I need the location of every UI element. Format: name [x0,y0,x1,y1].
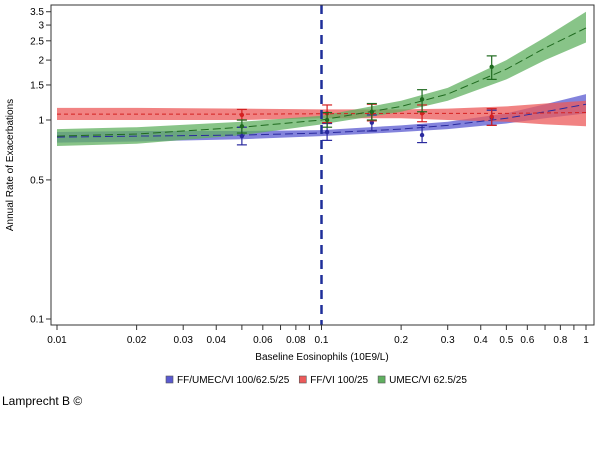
y-axis: 0.1 0.5 1 1.5 2 2.5 3 3.5 [30,7,51,326]
x-tick-label: 0.8 [553,335,567,346]
y-axis-label: Annual Rate of Exacerbations [5,99,16,231]
plot-frame [50,4,595,326]
point-series-2-4 [486,55,497,80]
y-tick-label: 3 [38,21,44,32]
point-marker [324,129,330,135]
legend-label: UMEC/VI 62.5/25 [389,375,467,386]
point-marker [419,97,425,102]
point-marker [419,132,425,138]
point-marker [324,117,330,123]
legend-swatch [377,375,386,384]
point-marker [369,120,375,125]
point-series-2-2 [366,102,377,121]
point-marker [239,112,245,118]
legend-label: FF/UMEC/VI 100/62.5/25 [177,375,290,386]
point-marker [239,133,245,139]
x-tick-label: 0.04 [207,335,227,346]
point-marker [369,109,375,114]
fitted-curves [56,27,587,138]
legend-item-1: FF/VI 100/25 [298,375,369,386]
x-axis: 0.01 0.02 0.03 0.04 0.06 0.08 0.1 0.2 0.3 0.4 0.5 0… [47,325,589,346]
point-marker [489,114,494,119]
curve-series-1 [57,112,587,115]
x-tick-label: 0.06 [253,335,273,346]
x-tick-label: 0.03 [173,335,193,346]
curve-series-0 [56,103,587,138]
x-tick-label: 0.01 [47,335,67,346]
x-tick-label: 0.08 [286,335,306,346]
y-tick-label: 2 [38,56,44,67]
point-series-1-4 [486,108,497,126]
y-tick-label: 0.1 [30,315,44,326]
y-tick-label: 0.5 [30,175,44,186]
x-tick-label: 0.1 [315,335,329,346]
point-series-2-3 [417,89,428,113]
x-tick-label: 0.3 [441,335,455,346]
y-tick-label: 1.5 [30,80,44,91]
x-tick-label: 0.2 [394,335,408,346]
x-tick-label: 1 [583,335,589,346]
y-tick-label: 3.5 [30,7,44,18]
legend-label: FF/VI 100/25 [310,375,368,386]
point-series-0-3 [417,124,428,144]
point-series-2-0 [236,119,247,134]
data-points [236,55,497,146]
x-tick-label: 0.6 [520,335,534,346]
footer-credit: Lamprecht B © [2,394,83,408]
point-marker [489,64,494,70]
x-tick-label: 0.4 [474,335,488,346]
legend-item-2: UMEC/VI 62.5/25 [377,375,467,386]
point-series-2-1 [322,111,333,128]
legend-item-0: FF/UMEC/VI 100/62.5/25 [165,375,290,386]
chart: 0.01 0.02 0.03 0.04 0.06 0.08 0.1 0.2 0.3 0.4 0.5 0… [5,4,595,386]
legend: FF/UMEC/VI 100/62.5/25 FF/VI 100/25 UMEC/V… [165,375,467,386]
x-tick-label: 0.5 [499,335,513,346]
x-tick-label: 0.02 [127,335,147,346]
x-axis-label: Baseline Eosinophils (10E9/L) [255,352,388,363]
legend-swatch [165,375,174,384]
band-series-2 [57,11,586,147]
legend-swatch [298,375,307,384]
point-marker [239,124,245,129]
y-tick-label: 2.5 [30,36,44,47]
curve-series-2 [56,27,587,137]
y-tick-label: 1 [38,116,44,127]
